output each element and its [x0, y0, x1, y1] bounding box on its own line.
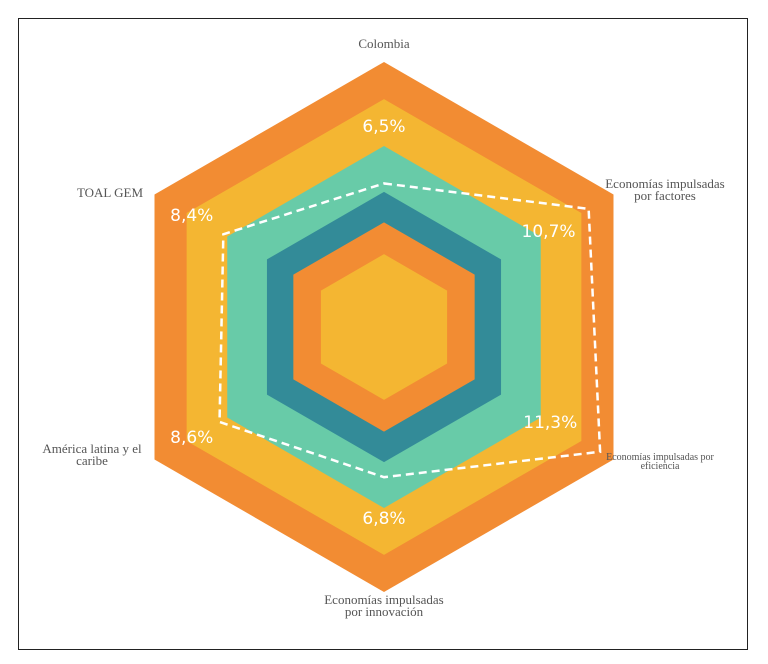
- axis-label: América latina y el caribe: [42, 441, 142, 468]
- axis-label: Economías impulsadas por innovación: [324, 592, 444, 619]
- value-label: 6,8%: [362, 509, 405, 529]
- axis-label: Economías impulsadas por eficiencia: [606, 452, 714, 472]
- value-label: 10,7%: [522, 222, 576, 242]
- axis-label: Economías impulsadas por factores: [605, 176, 725, 203]
- data-line: [218, 182, 602, 479]
- value-label: 8,4%: [170, 206, 213, 226]
- axis-label: TOAL GEM: [76, 185, 144, 200]
- axis-label: Colombia: [358, 36, 410, 51]
- value-label: 11,3%: [523, 413, 577, 433]
- frame: [18, 18, 748, 650]
- band: [320, 254, 448, 400]
- value-label: 8,6%: [170, 428, 213, 448]
- value-label: 6,5%: [362, 117, 405, 137]
